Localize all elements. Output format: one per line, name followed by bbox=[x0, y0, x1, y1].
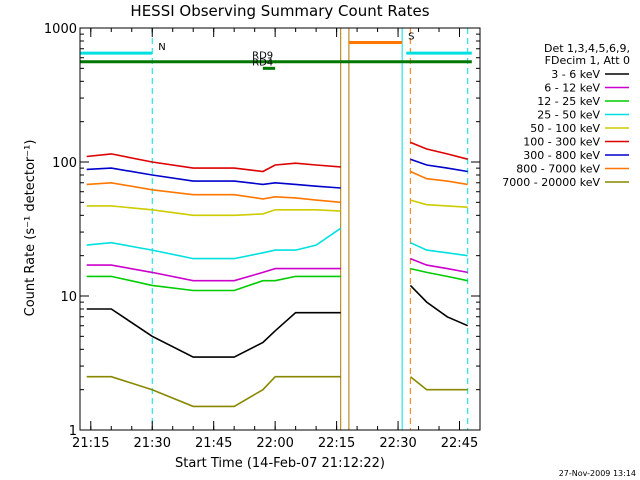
x-tick-label-4: 22:15 bbox=[318, 436, 355, 451]
x-tick-label-6: 22:45 bbox=[441, 436, 478, 451]
legend-header-0: Det 1,3,4,5,6,9, bbox=[544, 42, 630, 55]
series-line-6-1 bbox=[410, 158, 468, 173]
annotation-label-0: N bbox=[158, 42, 165, 53]
series-line-7-1 bbox=[410, 170, 468, 186]
series-1 bbox=[86, 257, 468, 282]
legend-label-1: 6 - 12 keV bbox=[544, 82, 600, 95]
legend-label-7: 800 - 7000 keV bbox=[516, 163, 600, 176]
chart-title: HESSI Observing Summary Count Rates bbox=[130, 2, 429, 20]
series-line-3-1 bbox=[410, 241, 468, 257]
series-8 bbox=[86, 375, 468, 408]
series-line-5-1 bbox=[410, 141, 468, 160]
y-tick-label-3: 1000 bbox=[44, 22, 77, 37]
series-4 bbox=[86, 199, 468, 217]
series-line-5-0 bbox=[86, 153, 341, 173]
annotation-label-2: S bbox=[408, 31, 414, 42]
series-line-4-0 bbox=[86, 205, 341, 217]
series-0 bbox=[86, 284, 469, 358]
series-line-0-0 bbox=[86, 308, 341, 358]
annotation-label-4: RD4 bbox=[252, 57, 273, 68]
series-3 bbox=[86, 227, 468, 260]
legend-label-3: 25 - 50 keV bbox=[537, 109, 600, 122]
legend-header-1: FDecim 1, Att 0 bbox=[545, 54, 630, 67]
footer-timestamp: 27-Nov-2009 13:14 bbox=[559, 469, 636, 478]
x-tick-label-3: 22:00 bbox=[256, 436, 293, 451]
series-line-8-0 bbox=[86, 375, 341, 408]
axes: 1 10 100 1000 21:15 21:30 21:45 22:00 22:15 22:30… bbox=[44, 22, 481, 451]
series-line-2-1 bbox=[410, 267, 468, 282]
x-tick-label-1: 21:30 bbox=[134, 436, 171, 451]
series-line-4-1 bbox=[410, 199, 468, 208]
series-line-8-1 bbox=[409, 376, 468, 391]
series-line-1-1 bbox=[410, 257, 468, 274]
series-line-1-0 bbox=[86, 264, 341, 282]
series-line-7-0 bbox=[86, 181, 341, 204]
x-tick-label-0: 21:15 bbox=[72, 436, 109, 451]
y-tick-label-0: 1 bbox=[69, 424, 77, 439]
series-line-0-1 bbox=[409, 284, 469, 327]
y-tick-label-2: 100 bbox=[52, 156, 77, 171]
series-line-2-0 bbox=[86, 275, 341, 292]
series-2 bbox=[86, 267, 468, 292]
legend-label-6: 300 - 800 keV bbox=[523, 149, 600, 162]
y-axis-title: Count Rate (s⁻¹ detector⁻¹) bbox=[23, 140, 38, 317]
series-6 bbox=[86, 158, 468, 189]
legend-label-5: 100 - 300 keV bbox=[523, 136, 600, 149]
legend: Det 1,3,4,5,6,9,FDecim 1, Att 03 - 6 keV… bbox=[502, 42, 630, 189]
x-axis-title: Start Time (14-Feb-07 21:12:22) bbox=[175, 456, 385, 471]
x-tick-label-2: 21:45 bbox=[195, 436, 232, 451]
x-tick-label-5: 22:30 bbox=[379, 436, 416, 451]
legend-label-8: 7000 - 20000 keV bbox=[502, 176, 600, 189]
series-5 bbox=[86, 141, 468, 173]
series-line-6-0 bbox=[86, 167, 341, 189]
legend-label-0: 3 - 6 keV bbox=[551, 68, 600, 81]
series-7 bbox=[86, 170, 468, 204]
legend-label-4: 50 - 100 keV bbox=[530, 122, 600, 135]
series-line-3-0 bbox=[86, 227, 342, 260]
y-tick-label-1: 10 bbox=[60, 290, 77, 305]
legend-label-2: 12 - 25 keV bbox=[537, 95, 600, 108]
plot-area bbox=[80, 28, 469, 430]
plot-frame bbox=[79, 27, 481, 431]
annotation-label-5: RD9 bbox=[252, 51, 273, 62]
